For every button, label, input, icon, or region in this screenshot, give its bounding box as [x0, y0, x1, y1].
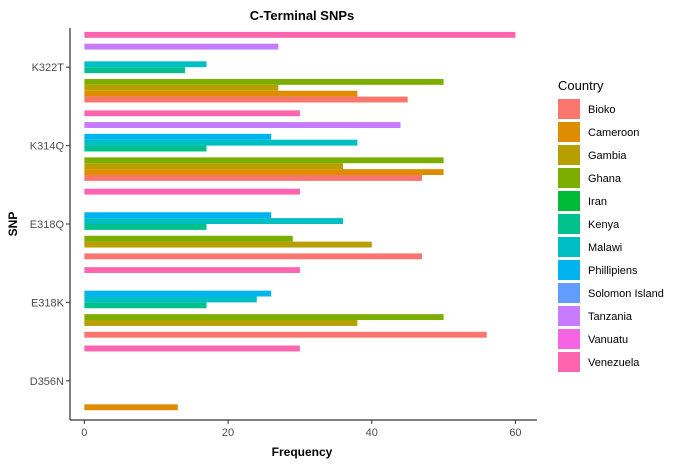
bar-k314q-phillipiens	[84, 133, 272, 140]
plot-area: 0 20 40 60 K322T K314Q E318Q E318K D356N	[30, 28, 537, 439]
bar-e318q-ghana	[84, 235, 293, 242]
x-tick-label: 0	[81, 427, 87, 439]
legend-key-malawi	[558, 237, 580, 257]
legend-key-cameroon	[558, 122, 580, 142]
legend-title: Country	[558, 78, 604, 93]
bar-e318q-kenya	[84, 224, 207, 230]
legend-label: Vanuatu	[588, 334, 628, 346]
legend-key-iran	[558, 191, 580, 211]
bar-k322t-ghana	[84, 78, 444, 85]
x-axis-title: Frequency	[272, 445, 333, 459]
bar-k314q-venezuela	[84, 110, 300, 117]
bar-k314q-bioko	[84, 175, 423, 181]
bar-e318q-bioko	[84, 253, 423, 260]
bars	[84, 31, 516, 411]
y-tick-label: K314Q	[30, 141, 65, 153]
bar-k314q-malawi	[84, 139, 358, 146]
legend-key-vanuatu	[558, 329, 580, 349]
bar-e318k-venezuela	[84, 267, 300, 273]
bar-k322t-bioko	[84, 96, 408, 103]
legend-key-venezuela	[558, 352, 580, 372]
y-tick-label: E318K	[31, 297, 65, 309]
bar-k314q-cameroon	[84, 169, 444, 175]
legend-label: Malawi	[588, 242, 622, 254]
y-tick-label: D356N	[30, 376, 64, 388]
legend-label: Gambia	[588, 150, 627, 162]
chart-title: C-Terminal SNPs	[250, 8, 355, 23]
y-ticks: K322T K314Q E318Q E318K D356N	[30, 62, 70, 388]
legend-key-tanzania	[558, 306, 580, 326]
legend: Country Bioko Cameroon Gambia Ghana Iran Keny…	[558, 78, 664, 372]
x-tick-label: 60	[509, 427, 521, 439]
legend-label: Tanzania	[588, 311, 633, 323]
legend-label: Venezuela	[588, 357, 640, 369]
legend-label: Kenya	[588, 219, 620, 231]
legend-items: Bioko Cameroon Gambia Ghana Iran Kenya Malawi P…	[558, 99, 664, 372]
bar-e318k-malawi	[84, 296, 257, 303]
x-tick-label: 40	[366, 427, 378, 439]
bar-d356n-venezuela	[84, 345, 300, 352]
bar-e318q-malawi	[84, 218, 344, 224]
bar-k322t-venezuela	[84, 31, 516, 38]
legend-label: Solomon Island	[588, 288, 664, 300]
legend-label: Phillipiens	[588, 265, 638, 277]
bar-k322t-malawi	[84, 61, 207, 68]
bar-k322t-gambia	[84, 84, 279, 91]
bar-k314q-gambia	[84, 163, 344, 170]
legend-label: Cameroon	[588, 127, 639, 139]
bar-e318q-phillipiens	[84, 212, 272, 219]
bar-k314q-ghana	[84, 157, 444, 164]
legend-key-kenya	[558, 214, 580, 234]
y-axis-title: SNP	[6, 212, 20, 237]
legend-key-gambia	[558, 145, 580, 165]
bar-e318k-ghana	[84, 314, 444, 321]
bar-k322t-kenya	[84, 67, 185, 74]
x-ticks: 0 20 40 60	[81, 420, 522, 439]
legend-label: Ghana	[588, 173, 622, 185]
legend-key-solomon-island	[558, 283, 580, 303]
bar-e318q-venezuela	[84, 188, 300, 195]
bar-e318k-gambia	[84, 320, 358, 326]
bar-k322t-cameroon	[84, 90, 358, 97]
bar-e318k-bioko	[84, 331, 487, 338]
legend-key-phillipiens	[558, 260, 580, 280]
legend-label: Iran	[588, 196, 607, 208]
legend-label: Bioko	[588, 104, 616, 116]
x-tick-label: 20	[222, 427, 234, 439]
bar-k314q-tanzania	[84, 122, 401, 128]
bar-d356n-cameroon	[84, 404, 178, 411]
legend-key-ghana	[558, 168, 580, 188]
bar-e318k-kenya	[84, 302, 207, 309]
legend-key-bioko	[558, 99, 580, 119]
y-tick-label: E318Q	[30, 219, 65, 231]
bar-k314q-kenya	[84, 145, 207, 152]
bar-e318k-phillipiens	[84, 290, 272, 297]
bar-k322t-tanzania	[84, 43, 279, 50]
y-tick-label: K322T	[32, 62, 65, 74]
bar-e318q-gambia	[84, 241, 372, 248]
